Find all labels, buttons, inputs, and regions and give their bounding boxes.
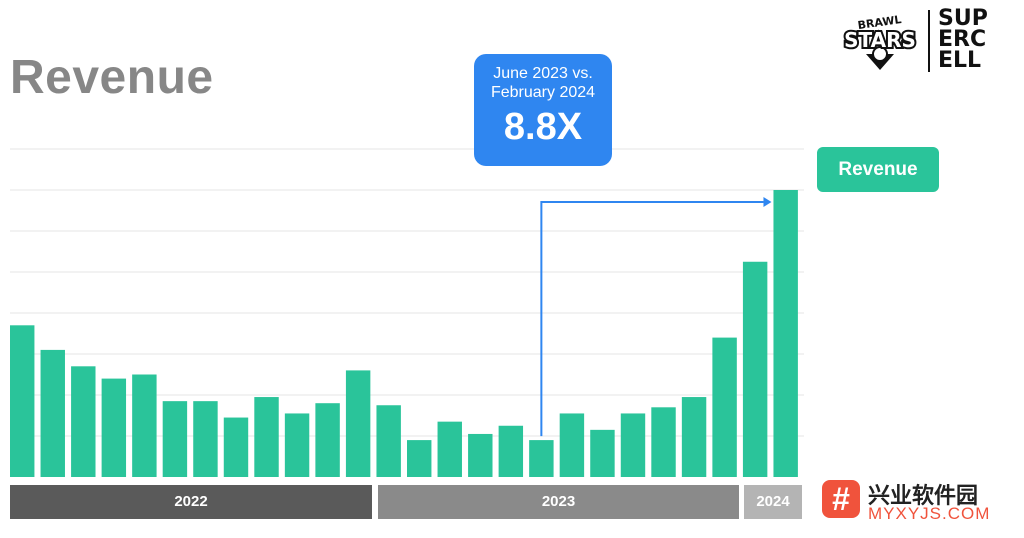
brand-logos: BRAWL STARS SUP ERC ELL bbox=[840, 8, 1016, 74]
bar-oct-2022 bbox=[284, 413, 310, 477]
watermark: # 兴业软件园 MYXYJS.COM bbox=[820, 478, 1020, 526]
bar-mar-2022 bbox=[71, 366, 96, 477]
bar-may-2023 bbox=[498, 425, 524, 477]
year-band-2023: 2023 bbox=[378, 485, 739, 519]
bar-jan-2022 bbox=[10, 325, 35, 477]
bar-jul-2022 bbox=[193, 401, 218, 477]
legend-revenue: Revenue bbox=[817, 147, 939, 192]
supercell-logo: SUP ERC ELL bbox=[938, 6, 1018, 73]
growth-callout: June 2023 vs. February 2024 8.8X bbox=[474, 54, 612, 166]
bar-apr-2023 bbox=[468, 433, 493, 477]
supercell-line-3: ELL bbox=[938, 48, 982, 73]
bar-apr-2022 bbox=[101, 378, 127, 477]
brawl-stars-logo: BRAWL STARS bbox=[842, 13, 918, 70]
callout-period-line2: February 2024 bbox=[490, 84, 596, 101]
year-band-2024: 2024 bbox=[744, 485, 802, 519]
bar-aug-2023 bbox=[590, 429, 615, 477]
watermark-url: MYXYJS.COM bbox=[868, 504, 991, 523]
bar-jan-2024 bbox=[742, 261, 768, 477]
bar-aug-2022 bbox=[223, 417, 249, 477]
watermark-site-name: 兴业软件园 bbox=[868, 484, 979, 509]
bar-jun-2022 bbox=[162, 401, 188, 477]
bar-dec-2023 bbox=[712, 337, 737, 477]
supercell-line-1: SUP bbox=[938, 6, 988, 31]
bar-may-2022 bbox=[132, 374, 157, 477]
hash-icon: # bbox=[822, 480, 860, 518]
brawl-logo-text-bottom: STARS bbox=[844, 28, 916, 52]
callout-multiplier: 8.8X bbox=[503, 106, 583, 148]
bar-jun-2023 bbox=[529, 440, 554, 477]
callout-period-line1: June 2023 vs. bbox=[493, 65, 593, 82]
bar-jan-2023 bbox=[376, 405, 401, 477]
bar-sep-2022 bbox=[254, 397, 279, 477]
bar-nov-2023 bbox=[681, 397, 707, 477]
page-title: Revenue bbox=[10, 51, 214, 104]
bar-jul-2023 bbox=[559, 413, 585, 477]
bar-feb-2024 bbox=[773, 190, 798, 477]
growth-arrow-head bbox=[763, 197, 772, 207]
bar-feb-2023 bbox=[407, 440, 432, 477]
bar-mar-2023 bbox=[437, 421, 462, 477]
bar-oct-2023 bbox=[651, 407, 676, 477]
brawl-logo-text-top: BRAWL bbox=[857, 13, 902, 32]
growth-arrow-line bbox=[540, 201, 764, 437]
bar-dec-2022 bbox=[345, 370, 371, 477]
supercell-line-2: ERC bbox=[938, 27, 987, 52]
logo-separator bbox=[928, 10, 930, 72]
bar-sep-2023 bbox=[620, 413, 646, 477]
bar-nov-2022 bbox=[315, 403, 340, 477]
bar-feb-2022 bbox=[40, 349, 65, 477]
year-band-2022: 2022 bbox=[10, 485, 372, 519]
